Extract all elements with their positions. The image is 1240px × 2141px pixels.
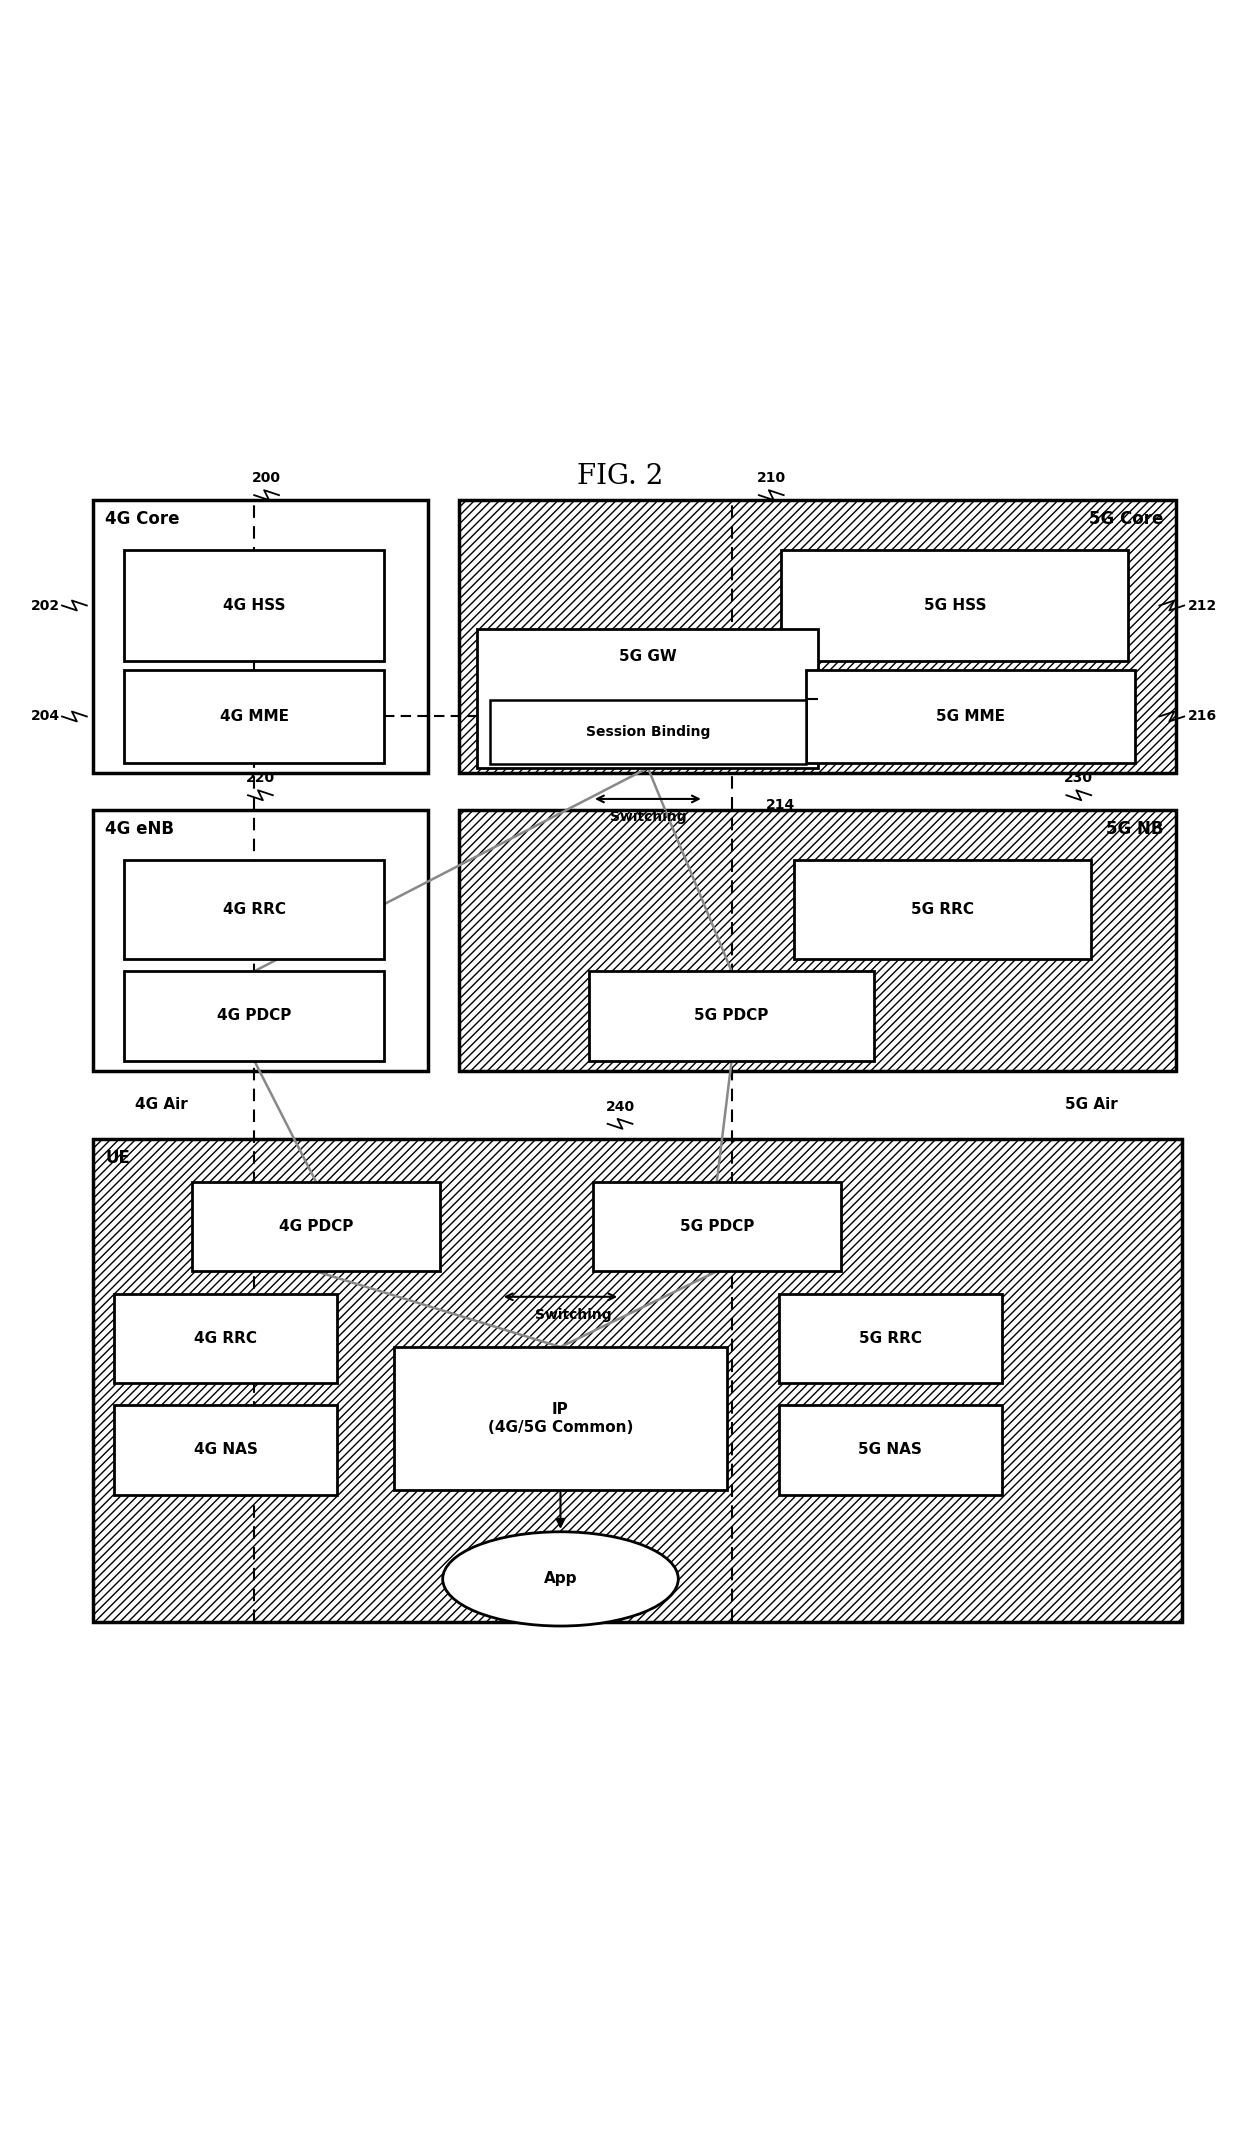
Bar xyxy=(589,972,874,1060)
Text: 4G RRC: 4G RRC xyxy=(223,901,285,916)
Bar xyxy=(93,501,428,773)
Bar xyxy=(124,670,384,762)
Text: 5G MME: 5G MME xyxy=(936,709,1004,724)
Text: 4G HSS: 4G HSS xyxy=(223,597,285,612)
Text: 214: 214 xyxy=(766,799,796,811)
Text: Switching: Switching xyxy=(610,809,686,824)
Text: 4G NAS: 4G NAS xyxy=(193,1443,258,1458)
Bar xyxy=(459,501,1176,773)
Bar xyxy=(114,1293,337,1383)
Text: FIG. 2: FIG. 2 xyxy=(577,462,663,490)
Text: 216: 216 xyxy=(1188,709,1216,724)
Bar xyxy=(459,809,1176,1070)
Text: 5G HSS: 5G HSS xyxy=(924,597,986,612)
Bar xyxy=(93,1139,1182,1623)
Bar xyxy=(593,1182,841,1272)
Text: App: App xyxy=(543,1571,578,1586)
Bar xyxy=(459,501,1176,773)
Text: 230: 230 xyxy=(1064,771,1094,786)
Text: 4G PDCP: 4G PDCP xyxy=(279,1218,353,1233)
Ellipse shape xyxy=(443,1531,678,1625)
Bar xyxy=(114,1404,337,1494)
Text: 4G Air: 4G Air xyxy=(135,1096,187,1111)
Text: 220: 220 xyxy=(246,771,275,786)
Text: 5G NB: 5G NB xyxy=(1106,820,1163,837)
Text: 5G PDCP: 5G PDCP xyxy=(680,1218,754,1233)
Text: 4G eNB: 4G eNB xyxy=(105,820,175,837)
Text: 4G MME: 4G MME xyxy=(219,709,289,724)
Text: 210: 210 xyxy=(756,471,786,486)
Text: UE: UE xyxy=(105,1148,130,1167)
Text: 4G PDCP: 4G PDCP xyxy=(217,1008,291,1023)
Text: Switching: Switching xyxy=(534,1308,611,1323)
Text: 204: 204 xyxy=(31,709,60,724)
Bar xyxy=(124,550,384,662)
Bar xyxy=(781,550,1128,662)
Text: 5G RRC: 5G RRC xyxy=(911,901,973,916)
Bar xyxy=(794,861,1091,959)
Bar xyxy=(779,1404,1002,1494)
Text: 240: 240 xyxy=(605,1100,635,1113)
Text: 5G NAS: 5G NAS xyxy=(858,1443,923,1458)
Text: 212: 212 xyxy=(1188,599,1218,612)
Text: 5G PDCP: 5G PDCP xyxy=(694,1008,769,1023)
Bar xyxy=(394,1347,727,1490)
Bar xyxy=(490,700,806,764)
Text: 202: 202 xyxy=(31,599,60,612)
Bar xyxy=(124,972,384,1060)
Text: Session Binding: Session Binding xyxy=(585,726,711,739)
Bar xyxy=(477,629,818,769)
Text: 4G Core: 4G Core xyxy=(105,510,180,529)
Bar xyxy=(459,809,1176,1070)
Bar xyxy=(779,1293,1002,1383)
Text: 5G Air: 5G Air xyxy=(1065,1096,1117,1111)
Text: 5G GW: 5G GW xyxy=(619,649,677,664)
Bar xyxy=(93,1139,1182,1623)
Text: 4G RRC: 4G RRC xyxy=(195,1332,257,1347)
Bar xyxy=(806,670,1135,762)
Text: 5G Core: 5G Core xyxy=(1089,510,1163,529)
Bar xyxy=(192,1182,440,1272)
Text: 200: 200 xyxy=(252,471,281,486)
Text: IP
(4G/5G Common): IP (4G/5G Common) xyxy=(487,1402,634,1434)
Bar xyxy=(124,861,384,959)
Bar xyxy=(93,809,428,1070)
Text: 5G RRC: 5G RRC xyxy=(859,1332,921,1347)
